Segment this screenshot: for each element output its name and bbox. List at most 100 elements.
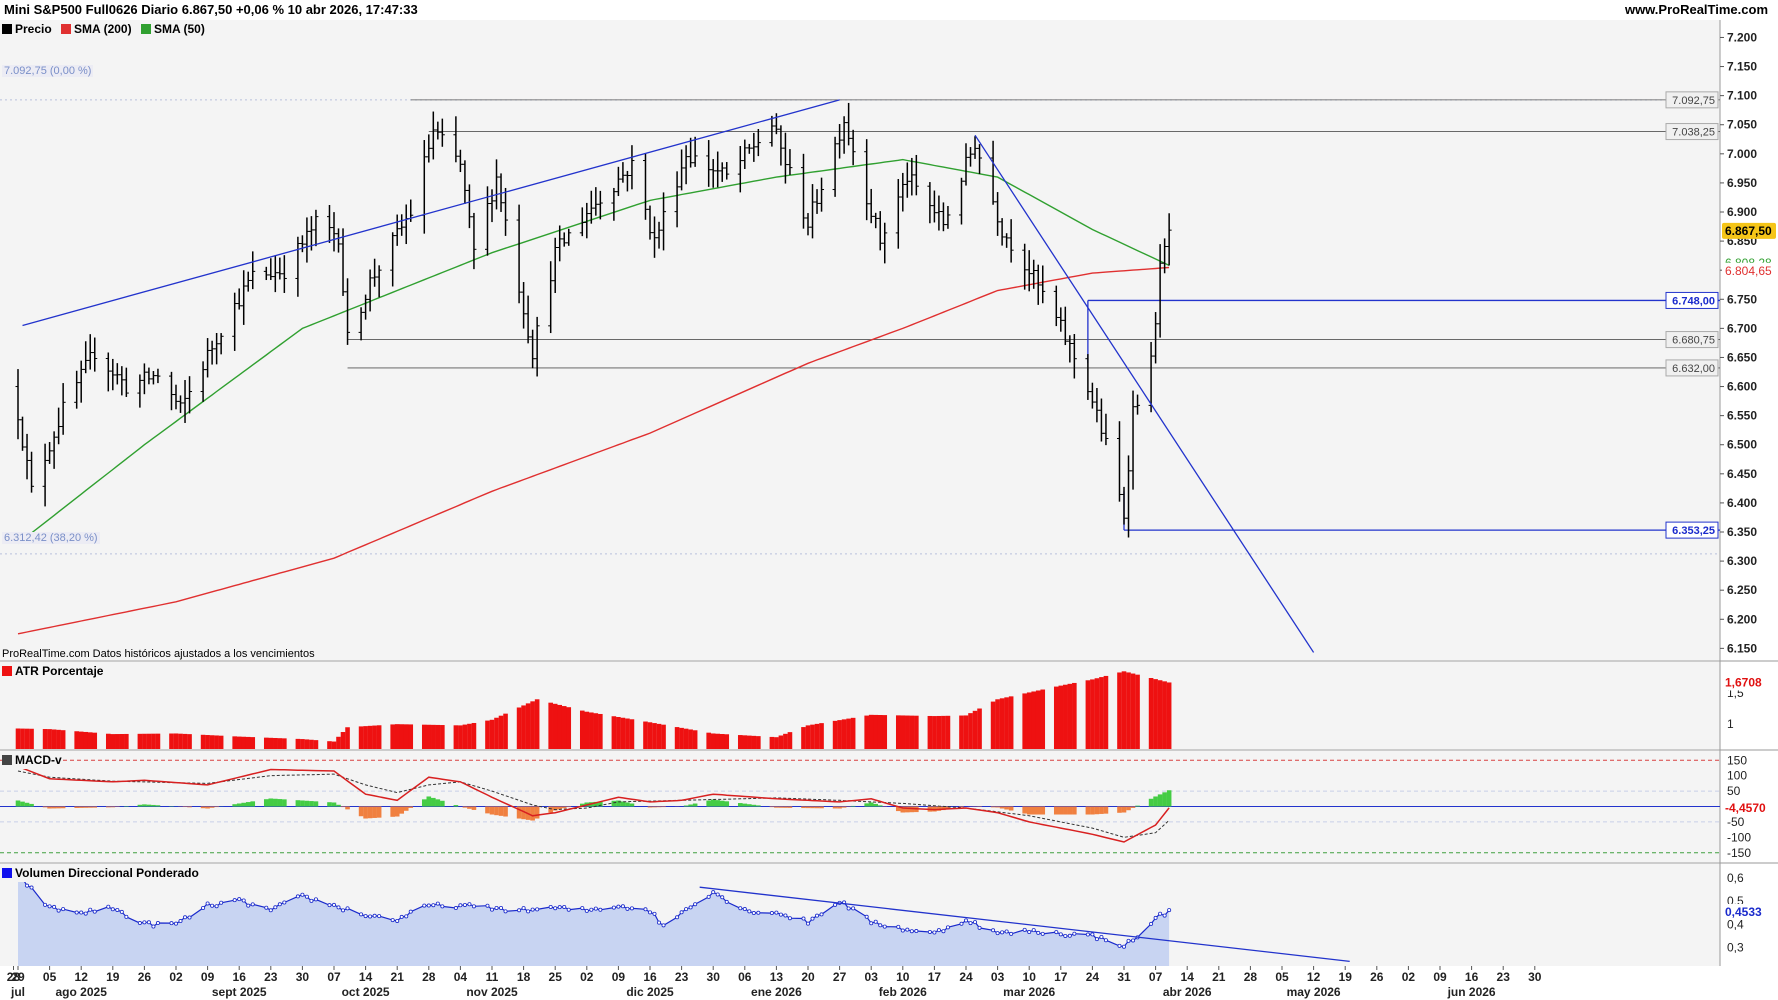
vdp-marker	[810, 916, 815, 921]
legend-sma200[interactable]: SMA (200)	[61, 20, 132, 38]
vdp-marker	[187, 915, 192, 920]
vdp-marker	[88, 907, 93, 912]
vdp-marker	[991, 928, 996, 933]
macd-hist-bar	[516, 806, 522, 819]
vdp-marker	[155, 921, 160, 926]
vdp-marker	[210, 903, 215, 908]
ohlc-bar	[92, 337, 98, 372]
legend-precio[interactable]: Precio	[2, 20, 52, 38]
macd-hist-bar	[810, 806, 815, 809]
prorealtime-site-label[interactable]: www.ProRealTime.com	[1624, 2, 1768, 17]
vdp-marker	[309, 898, 314, 903]
header-bar	[0, 0, 1778, 20]
macd-hist-bar	[137, 804, 143, 807]
vdp-marker	[250, 902, 255, 907]
atr-bar	[873, 714, 879, 749]
legend-sma50[interactable]: SMA (50)	[140, 20, 205, 38]
pane-background-1	[0, 662, 1720, 749]
atr-bar	[620, 717, 626, 749]
vdp-marker	[173, 921, 178, 926]
atr-bar	[345, 727, 350, 749]
vdp-marker	[535, 907, 540, 912]
vdp-marker	[1072, 931, 1077, 936]
x-tick-label: 10	[1023, 970, 1037, 984]
atr-bar	[268, 737, 274, 749]
atr-bar	[453, 725, 459, 749]
vdp-marker	[878, 923, 883, 928]
atr-bar	[87, 732, 93, 749]
atr-bar	[399, 724, 405, 749]
vdp-marker	[846, 906, 851, 911]
atr-ytick-label: 1	[1727, 717, 1734, 731]
atr-bar	[647, 722, 653, 749]
atr-bar	[805, 725, 811, 749]
vdp-marker	[711, 890, 716, 895]
vdp-marker	[648, 910, 653, 915]
x-tick-label: 25	[549, 970, 563, 984]
vdp-marker	[968, 921, 973, 926]
vdp-marker	[462, 902, 467, 907]
macd-hist-bar	[87, 806, 93, 808]
vdp-marker	[453, 906, 458, 911]
vdp-marker	[273, 905, 278, 910]
atr-bar	[155, 733, 161, 749]
price-legend: Precio SMA (200) SMA (50)	[2, 20, 211, 38]
chart-header-title: Mini S&P500 Full0626 Diario 6.867,50 +0,…	[4, 2, 418, 17]
atr-bar	[471, 722, 477, 749]
price-ytick-label: 6.250	[1727, 583, 1757, 597]
macd-hist-bar	[909, 806, 915, 813]
vdp-marker	[1149, 921, 1154, 926]
macd-legend[interactable]: MACD-v	[2, 751, 62, 769]
macd-hist-bar	[742, 803, 748, 807]
x-month-label: sept 2025	[212, 985, 267, 999]
ohlc-bar	[882, 222, 888, 264]
vdp-marker	[1022, 927, 1027, 932]
price-ytick-label: 6.500	[1727, 438, 1757, 452]
price-ytick-label: 6.700	[1727, 321, 1757, 335]
macd-hist-bar	[1099, 806, 1104, 814]
vdp-marker	[941, 929, 946, 934]
macd-hist-bar	[593, 801, 599, 807]
vdp-marker	[1158, 911, 1163, 916]
atr-bar	[363, 726, 368, 749]
trendline	[974, 134, 1315, 653]
macd-hist-bar	[837, 806, 842, 809]
macd-hist-bar	[945, 806, 951, 810]
atr-bar	[462, 724, 468, 749]
vdp-legend[interactable]: Volumen Direccional Ponderado	[2, 864, 199, 882]
x-tick-label: 14	[359, 970, 373, 984]
atr-value-text: 1,6708	[1725, 675, 1762, 689]
vdp-marker	[377, 914, 382, 919]
vdp-marker	[1040, 931, 1045, 936]
atr-bar	[1063, 684, 1068, 749]
macd-hist-bar	[408, 806, 414, 808]
ohlc-bar	[1166, 213, 1172, 266]
macd-hist-bar	[1148, 798, 1154, 807]
macd-hist-bar	[309, 801, 314, 807]
atr-bar	[927, 715, 933, 749]
price-ytick-label: 6.400	[1727, 496, 1757, 510]
x-tick-label: 27	[833, 970, 847, 984]
vdp-marker	[169, 921, 174, 926]
current-price-tag: 6.867,50	[1722, 222, 1776, 239]
macd-hist-bar	[155, 805, 161, 807]
trendline	[22, 99, 840, 327]
atr-bar	[295, 738, 301, 749]
x-tick-label: 03	[865, 970, 879, 984]
ohlc-bar	[755, 129, 761, 157]
vdp-marker	[1103, 938, 1108, 943]
level-price-label: 6.632,00	[1665, 359, 1719, 377]
vdp-marker	[295, 894, 300, 899]
x-tick-label: 29	[11, 970, 25, 984]
x-tick-label: 28	[7, 970, 21, 984]
atr-bar	[367, 725, 373, 749]
atr-legend[interactable]: ATR Porcentaje	[2, 662, 104, 680]
atr-bar	[1022, 693, 1027, 749]
macd-histogram	[15, 790, 1172, 821]
atr-bar	[747, 735, 752, 749]
price-ytick-label: 7.100	[1727, 89, 1757, 103]
sma50-line	[17, 158, 1170, 545]
atr-bar	[20, 728, 25, 749]
atr-bar	[110, 734, 116, 749]
